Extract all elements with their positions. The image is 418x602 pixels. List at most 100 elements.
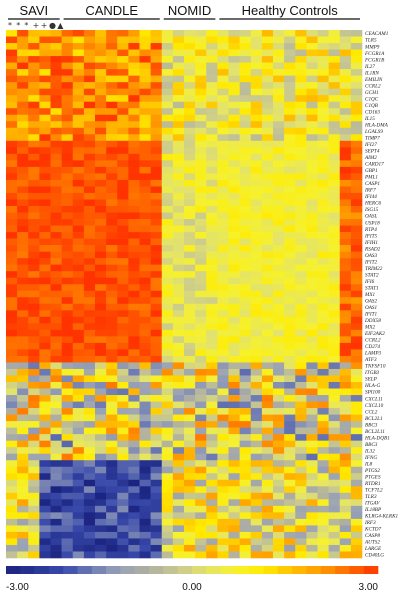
heatmap-cell bbox=[206, 486, 218, 494]
heatmap-cell bbox=[261, 395, 274, 402]
heatmap-cell bbox=[83, 88, 96, 96]
heatmap-cell bbox=[139, 121, 151, 129]
heatmap-cell bbox=[106, 453, 118, 461]
gene-label: IFI6 bbox=[364, 279, 375, 285]
heatmap-cell bbox=[139, 505, 151, 513]
heatmap-cell bbox=[195, 277, 207, 285]
heatmap-cell bbox=[139, 303, 151, 311]
heatmap-cell bbox=[39, 453, 51, 461]
heatmap-cell bbox=[273, 349, 285, 357]
heatmap-cell bbox=[39, 238, 51, 246]
heatmap-cell bbox=[339, 290, 352, 298]
heatmap-cell bbox=[284, 479, 296, 487]
heatmap-cell bbox=[83, 479, 96, 487]
heatmap-cell bbox=[184, 186, 196, 194]
heatmap-cell bbox=[106, 277, 118, 285]
heatmap-cell bbox=[117, 512, 129, 520]
heatmap-cell bbox=[339, 368, 352, 376]
heatmap-cell bbox=[161, 56, 174, 63]
heatmap-cell bbox=[261, 245, 274, 252]
color-scale-segment bbox=[206, 566, 221, 574]
heatmap-cell bbox=[328, 277, 341, 285]
heatmap-cell bbox=[95, 362, 107, 370]
heatmap-cell bbox=[317, 134, 329, 142]
heatmap-cell bbox=[261, 49, 274, 57]
heatmap-cell bbox=[17, 108, 29, 116]
heatmap-cell bbox=[306, 134, 318, 142]
heatmap-cell bbox=[50, 75, 62, 83]
heatmap-cell bbox=[184, 62, 196, 70]
heatmap-cell bbox=[150, 544, 163, 552]
heatmap-cell bbox=[150, 219, 163, 226]
heatmap-cell bbox=[161, 362, 174, 370]
heatmap-cell bbox=[6, 127, 18, 135]
heatmap-cell bbox=[317, 75, 329, 83]
heatmap-cell bbox=[250, 62, 263, 70]
heatmap-cell bbox=[72, 551, 85, 559]
heatmap-cell bbox=[284, 434, 296, 441]
heatmap-cell bbox=[317, 219, 329, 226]
heatmap-cell bbox=[306, 453, 318, 461]
heatmap-cell bbox=[61, 453, 74, 461]
heatmap-cell bbox=[284, 388, 296, 396]
heatmap-cell bbox=[350, 518, 363, 526]
heatmap-cell bbox=[39, 551, 51, 559]
heatmap-cell bbox=[250, 375, 263, 383]
heatmap-cell bbox=[239, 316, 252, 324]
heatmap-cell bbox=[195, 160, 207, 168]
heatmap-cell bbox=[117, 62, 129, 70]
heatmap-cell bbox=[72, 173, 85, 181]
heatmap-cell bbox=[339, 56, 352, 63]
heatmap-cell bbox=[350, 551, 363, 559]
heatmap-cell bbox=[273, 75, 285, 83]
heatmap-cell bbox=[295, 56, 307, 63]
heatmap-cell bbox=[339, 277, 352, 285]
heatmap-cell bbox=[6, 134, 18, 142]
color-scale-segment bbox=[177, 566, 193, 574]
heatmap-cell bbox=[273, 290, 285, 298]
heatmap-cell bbox=[117, 284, 129, 292]
heatmap-cell bbox=[239, 271, 252, 279]
gene-label: CCRL2 bbox=[365, 83, 381, 89]
heatmap-cell bbox=[284, 375, 296, 383]
heatmap-cell bbox=[217, 538, 229, 546]
heatmap-cell bbox=[28, 199, 40, 207]
heatmap-cell bbox=[72, 49, 85, 57]
heatmap-cell bbox=[273, 134, 285, 142]
heatmap-cell bbox=[6, 525, 18, 533]
heatmap-cell bbox=[306, 375, 318, 383]
heatmap-cell bbox=[328, 440, 341, 448]
heatmap-cell bbox=[228, 95, 240, 103]
group-label: NOMID bbox=[168, 3, 211, 18]
heatmap-cell bbox=[161, 447, 174, 455]
heatmap-cell bbox=[17, 95, 29, 103]
heatmap-cell bbox=[83, 382, 96, 389]
heatmap-cell bbox=[28, 303, 40, 311]
heatmap-cell bbox=[83, 160, 96, 168]
heatmap-cell bbox=[317, 173, 329, 181]
heatmap-cell bbox=[284, 153, 296, 161]
heatmap-cell bbox=[273, 518, 285, 526]
heatmap-cell bbox=[128, 329, 140, 337]
heatmap-cell bbox=[128, 82, 140, 89]
heatmap-cell bbox=[72, 395, 85, 402]
heatmap-cell bbox=[28, 453, 40, 461]
heatmap-cell bbox=[172, 114, 185, 122]
heatmap-cell bbox=[184, 310, 196, 318]
heatmap-cell bbox=[273, 466, 285, 474]
heatmap-cell bbox=[350, 179, 363, 187]
heatmap-cell bbox=[95, 355, 107, 363]
heatmap-cell bbox=[250, 466, 263, 474]
heatmap-cell bbox=[139, 153, 151, 161]
heatmap-cell bbox=[228, 375, 240, 383]
heatmap-cell bbox=[206, 375, 218, 383]
heatmap-cell bbox=[273, 551, 285, 559]
heatmap-cell bbox=[106, 447, 118, 455]
heatmap-cell bbox=[106, 166, 118, 174]
heatmap-cell bbox=[17, 531, 29, 539]
heatmap-cell bbox=[83, 512, 96, 520]
heatmap-cell bbox=[250, 440, 263, 448]
heatmap-cell bbox=[39, 342, 51, 350]
heatmap-cell bbox=[184, 75, 196, 83]
heatmap-cell bbox=[6, 310, 18, 318]
